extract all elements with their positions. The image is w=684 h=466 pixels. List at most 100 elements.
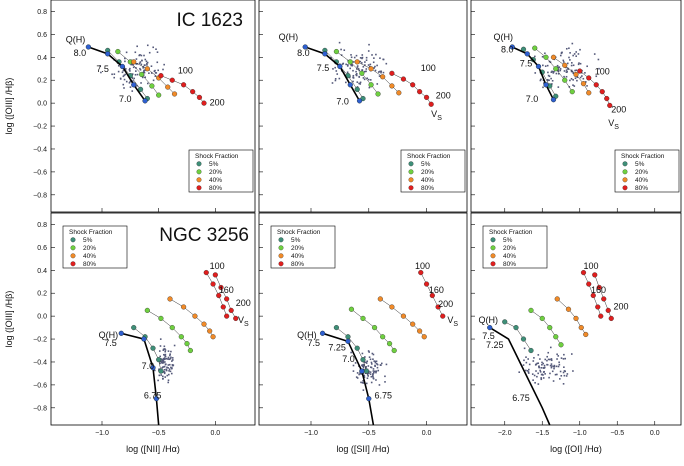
annotation: Q(H) [479,315,499,325]
observed-point [369,371,372,373]
shock-point [375,91,381,97]
observed-point [539,79,542,82]
observed-point [372,377,375,379]
observed-point [546,355,549,358]
observed-point [167,373,170,376]
legend-title: Shock Fraction [277,229,321,236]
annotation-subscript: S [244,321,249,328]
observed-point [537,354,540,356]
observed-point [370,366,372,369]
shock-point [592,272,598,278]
observed-point [99,65,102,67]
annotation: 160 [429,285,444,295]
observed-point [375,370,378,373]
x-axis-label: log ([SII] /Hα) [336,444,389,454]
observed-point [113,76,116,79]
observed-point [167,367,169,369]
legend-marker [70,245,76,251]
annotation: Q(H) [494,32,514,42]
observed-point [143,54,145,57]
observed-point [163,368,166,371]
observed-point [574,77,577,80]
legend-label: 80% [209,185,222,192]
shock-point [371,325,378,331]
shock-point [171,91,178,97]
observed-point [572,54,574,57]
shock-point [593,82,599,88]
legend-label: 80% [291,261,304,268]
annotation: 7.0 [526,94,539,104]
observed-point [534,55,536,58]
shock-point [428,101,434,107]
qh-point [141,336,147,342]
observed-point [540,78,542,81]
qh-point [119,63,126,70]
observed-point [546,64,549,67]
observed-point [585,81,587,83]
observed-point [373,57,375,59]
y-tick-label: −0.4 [33,146,47,153]
observed-point [155,48,157,51]
shock-point [417,328,423,334]
observed-point [543,82,545,84]
observed-point [578,62,580,64]
observed-point [557,66,560,69]
observed-point [362,363,364,366]
observed-point [575,55,578,57]
observed-point [338,77,341,80]
observed-point [367,64,370,66]
observed-point [150,72,153,74]
observed-point [358,373,360,376]
observed-point [366,373,369,376]
observed-point [356,377,359,379]
observed-point [365,365,367,368]
shock-point [410,321,416,327]
observed-point [367,375,370,377]
shock-point [573,71,579,78]
legend-label: 20% [421,169,434,176]
annotation: 7.5 [308,338,321,348]
observed-point [546,359,548,362]
observed-point [153,70,156,73]
legend-label: 80% [421,185,434,192]
observed-point [579,76,582,79]
observed-point [163,357,166,359]
observed-point [380,362,383,365]
observed-point [163,358,166,361]
observed-point [134,51,137,54]
shock-point [158,368,164,374]
observed-point [556,64,559,67]
shock-point [586,75,592,81]
shock-point [345,334,351,340]
observed-point [135,70,137,72]
observed-point [130,63,132,66]
observed-point [369,373,372,375]
y-tick-label: −0.6 [33,169,47,176]
observed-point [358,82,360,85]
observed-point [369,63,372,66]
observed-point [146,62,148,65]
shock-point [333,48,339,55]
annotation: 6.75 [512,393,530,403]
legend-label: 20% [83,245,96,252]
observed-point [363,361,366,363]
shock-point [156,92,162,98]
legend-marker [70,253,76,259]
legend-marker [70,237,76,243]
observed-point [558,66,561,68]
observed-point [576,76,579,79]
shock-point [586,90,592,96]
observed-point [128,69,131,71]
panel: Q(H) 8.0 7.5 7.0 100 200 VS Shock Fraction5%20%… [470,0,682,213]
observed-point [551,83,553,85]
observed-point [564,357,567,360]
observed-point [563,353,565,356]
observed-point [549,364,552,367]
observed-point [380,71,382,74]
observed-point [379,70,381,73]
observed-point [148,51,151,54]
shock-point [187,347,193,354]
observed-point [164,348,166,350]
legend-marker [622,177,628,183]
